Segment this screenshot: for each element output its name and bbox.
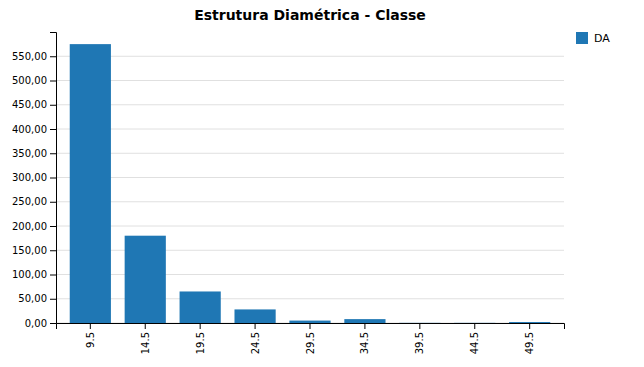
y-tick-mark [50,129,56,130]
bar [70,44,111,323]
y-tick-mark [50,275,56,276]
chart-container: 9.5 14.5 19.5 24.5 29.5 34.5 39.5 44.5 49.5 0,00 5… [0,0,644,367]
bar [399,322,440,323]
grid-line [56,104,564,105]
x-tick: 24.5 [250,323,261,354]
y-tick: 100,00 [12,269,56,280]
y-tick-mark [50,299,56,300]
y-tick: 550,00 [12,51,56,62]
x-tick-mark [200,323,201,329]
y-tick-label: 50,00 [18,293,47,304]
x-tick: 9.5 [85,323,96,348]
bar [180,291,221,323]
y-tick-label: 300,00 [12,172,47,183]
bars [70,44,551,323]
x-tick: 44.5 [469,323,480,354]
x-tick: 34.5 [359,323,370,354]
x-axis: 9.5 14.5 19.5 24.5 29.5 34.5 39.5 44.5 49.5 [57,323,565,354]
y-tick-mark [50,56,56,57]
legend-item: DA [576,32,610,45]
y-tick: 400,00 [12,124,56,135]
x-tick-mark [255,323,256,329]
y-tick-label: 100,00 [12,269,47,280]
y-tick-mark [50,105,56,106]
bar [234,309,275,323]
y-tick-label: 350,00 [12,148,47,159]
y-axis-line [50,33,57,324]
bar [289,321,330,323]
y-tick: 0,00 [25,318,56,329]
x-tick-mark [310,323,311,329]
x-tick-label: 49.5 [524,332,535,354]
x-tick-label: 29.5 [305,332,316,354]
x-tick: 39.5 [414,323,425,354]
y-tick: 350,00 [12,148,56,159]
x-tick: 19.5 [195,323,206,354]
grid-line [56,226,564,227]
y-tick-label: 450,00 [12,99,47,110]
bar [454,322,495,323]
x-tick: 49.5 [524,323,535,354]
x-tick-label: 9.5 [85,332,96,348]
y-tick: 200,00 [12,221,56,232]
y-tick: 250,00 [12,196,56,207]
y-tick: 450,00 [12,99,56,110]
y-tick: 300,00 [12,172,56,183]
y-tick-label: 250,00 [12,196,47,207]
y-tick-mark [50,81,56,82]
bar [344,319,385,323]
grid [56,56,564,323]
bar [125,236,166,323]
x-tick-label: 24.5 [250,332,261,354]
chart-svg: 9.5 14.5 19.5 24.5 29.5 34.5 39.5 44.5 49.5 0,00 5… [0,0,644,367]
grid-line [56,56,564,57]
grid-line [56,177,564,178]
y-axis: 0,00 50,00 100,00 150,00 200,00 250,00 300,00 3… [12,33,57,329]
legend-label: DA [594,32,610,45]
bar [509,322,550,323]
x-tick: 14.5 [140,323,151,354]
y-tick: 150,00 [12,245,56,256]
plot-area: 9.5 14.5 19.5 24.5 29.5 34.5 39.5 44.5 49.5 0,00 5… [12,33,565,355]
x-tick-mark [90,323,91,329]
x-tick-mark [364,323,365,329]
y-tick: 500,00 [12,75,56,86]
x-tick-label: 14.5 [140,332,151,354]
x-tick: 29.5 [305,323,316,354]
y-tick-mark [50,202,56,203]
y-tick-mark [50,226,56,227]
x-tick-label: 34.5 [359,332,370,354]
y-tick-label: 500,00 [12,75,47,86]
y-tick-mark [50,323,56,324]
x-tick-mark [145,323,146,329]
y-tick-mark [50,153,56,154]
y-tick-label: 400,00 [12,124,47,135]
grid-line [56,129,564,130]
grid-line [56,201,564,202]
x-tick-mark [419,323,420,329]
grid-line [56,80,564,81]
y-tick-label: 550,00 [12,51,47,62]
x-tick-label: 19.5 [195,332,206,354]
x-tick-label: 39.5 [414,332,425,354]
title: Estrutura Diamétrica - Classe [194,7,426,23]
x-tick-mark [529,323,530,329]
y-tick-label: 200,00 [12,221,47,232]
legend: DA [576,32,610,45]
x-tick-label: 44.5 [469,332,480,354]
x-tick-mark [474,323,475,329]
y-tick-mark [50,178,56,179]
x-axis-line [57,324,565,330]
grid-line [56,153,564,154]
y-tick: 50,00 [18,293,56,304]
legend-swatch [576,32,588,44]
y-tick-label: 150,00 [12,245,47,256]
y-tick-mark [50,250,56,251]
y-tick-label: 0,00 [25,318,47,329]
